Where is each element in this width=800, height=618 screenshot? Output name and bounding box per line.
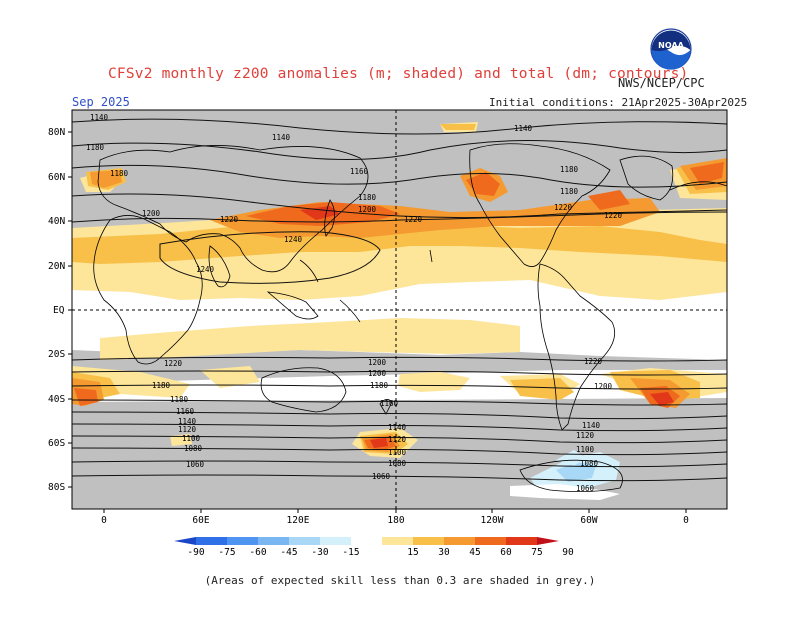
- colorbar-tick-label: 60: [500, 547, 512, 558]
- contour-label: 1140: [514, 124, 533, 133]
- colorbar-box: [475, 537, 506, 545]
- contour-label: 1180: [358, 193, 377, 202]
- lon-label: 120W: [481, 515, 504, 526]
- initial-conditions: Initial conditions: 21Apr2025-30Apr2025: [489, 96, 748, 109]
- contour-label: 1100: [576, 445, 595, 454]
- contour-label: 1140: [388, 423, 407, 432]
- colorbar-box: [258, 537, 289, 545]
- lon-label: 60E: [192, 515, 209, 526]
- colorbar-box: [382, 537, 413, 545]
- contour-label: 1180: [560, 187, 579, 196]
- contour-label-group: 1140 1140 1140 1180 1180 1160 1180 1200 …: [86, 113, 623, 493]
- lat-label: 20S: [48, 349, 65, 360]
- colorbar-tick-label: 75: [531, 547, 542, 558]
- contour-label: 1060: [576, 484, 595, 493]
- contour-label: 1200: [594, 382, 613, 391]
- lon-label: 0: [101, 515, 107, 526]
- colorbar-box: [413, 537, 444, 545]
- lat-label: 20N: [48, 261, 65, 272]
- contour-label: 1120: [178, 425, 197, 434]
- anomaly-75-90: [300, 206, 674, 448]
- contour-label: 1080: [580, 459, 599, 468]
- colorbar-tick-label: -15: [342, 547, 359, 558]
- lat-label: 40S: [48, 394, 65, 405]
- valid-month: Sep 2025: [72, 95, 130, 109]
- colorbar-box: [351, 537, 382, 545]
- colorbar-tick-label: 15: [407, 547, 418, 558]
- lat-label: 40N: [48, 216, 65, 227]
- colorbar-tick-label: -75: [218, 547, 235, 558]
- contour-label: 1140: [178, 417, 197, 426]
- lon-label: 120E: [287, 515, 310, 526]
- lat-label: 60N: [48, 172, 65, 183]
- contour-label: 1200: [368, 369, 387, 378]
- contour-label: 1060: [186, 460, 205, 469]
- contour-label: 1160: [350, 167, 369, 176]
- contour-label: 1220: [404, 215, 423, 224]
- colorbar-tick-label: 30: [438, 547, 450, 558]
- contour-label: 1200: [368, 358, 387, 367]
- contour-label: 1220: [584, 357, 603, 366]
- contour-label: 1200: [358, 205, 377, 214]
- lon-axis: 0 60E 120E 180 120W 60W 0: [101, 509, 689, 526]
- lat-label: 60S: [48, 438, 65, 449]
- contour-label: 1080: [388, 459, 407, 468]
- colorbar: -90 -75 -60 -45 -30 -15 15 30 45 60 75 90: [174, 537, 574, 558]
- contour-label: 1140: [272, 133, 291, 142]
- contour-label: 1220: [554, 203, 573, 212]
- noaa-logo-icon: NOAA: [650, 28, 692, 70]
- colorbar-tick-label: -30: [311, 547, 328, 558]
- lat-label: EQ: [53, 305, 65, 316]
- height-contours: [72, 118, 727, 482]
- colorbar-arrow-low: [174, 537, 196, 545]
- contour-label: 1140: [90, 113, 109, 122]
- colorbar-box: [320, 537, 351, 545]
- logo-text: NOAA: [658, 41, 684, 50]
- lon-label: 60W: [580, 515, 597, 526]
- contour-label: 1240: [284, 235, 303, 244]
- contour-label: 1080: [184, 444, 203, 453]
- contour-label: 1120: [576, 431, 595, 440]
- coastlines: [93, 143, 727, 492]
- contour-label: 1200: [142, 209, 161, 218]
- contour-label: 1100: [388, 448, 407, 457]
- lat-label: 80S: [48, 482, 65, 493]
- contour-label: 1100: [182, 434, 201, 443]
- contour-label: 1180: [170, 395, 189, 404]
- colorbar-box: [196, 537, 227, 545]
- contour-label: 1180: [560, 165, 579, 174]
- anomaly-60-75: [74, 162, 724, 450]
- colorbar-box: [227, 537, 258, 545]
- colorbar-tick-label: -45: [280, 547, 297, 558]
- contour-label: 1120: [388, 435, 407, 444]
- colorbar-tick-label: 45: [469, 547, 480, 558]
- lon-label: 180: [387, 515, 404, 526]
- contour-label: 1160: [176, 407, 195, 416]
- source-label: NWS/NCEP/CPC: [618, 76, 705, 90]
- lat-label: 80N: [48, 127, 65, 138]
- colorbar-box: [444, 537, 475, 545]
- contour-label: 1180: [110, 169, 129, 178]
- colorbar-arrow-high: [537, 537, 559, 545]
- colorbar-box: [506, 537, 537, 545]
- contour-label: 1180: [152, 381, 171, 390]
- skill-footnote: (Areas of expected skill less than 0.3 a…: [204, 574, 596, 587]
- contour-label: 1220: [604, 211, 623, 220]
- contour-label: 1160: [380, 399, 399, 408]
- contour-label: 1180: [370, 381, 389, 390]
- colorbar-tick-label: -60: [249, 547, 266, 558]
- contour-label: 1060: [372, 472, 391, 481]
- colorbar-tick-label: 90: [562, 547, 574, 558]
- contour-label: 1180: [86, 143, 105, 152]
- chart-title: CFSv2 monthly z200 anomalies (m; shaded)…: [108, 66, 689, 82]
- colorbar-box: [289, 537, 320, 545]
- lon-label: 0: [683, 515, 689, 526]
- contour-label: 1240: [196, 265, 215, 274]
- contour-label: 1220: [164, 359, 183, 368]
- lat-axis: 80N 60N 40N 20N EQ 20S 40S 60S 80S: [48, 127, 72, 493]
- contour-label: 1220: [220, 215, 239, 224]
- contour-label: 1140: [582, 421, 601, 430]
- colorbar-tick-label: -90: [187, 547, 204, 558]
